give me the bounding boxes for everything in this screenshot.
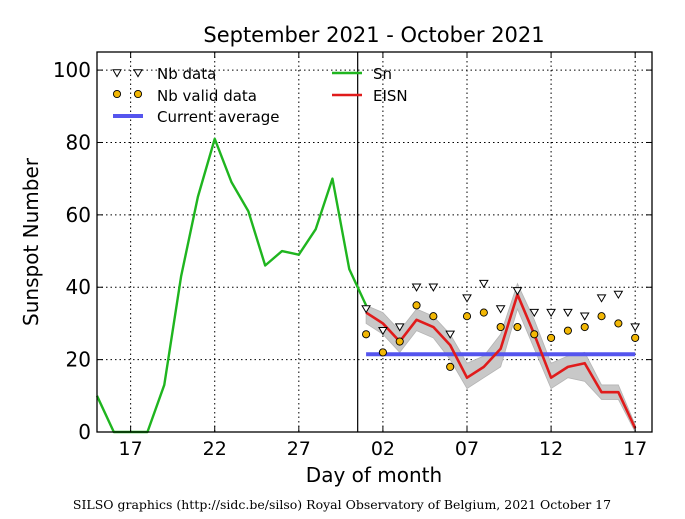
nb-valid-point (563, 326, 572, 335)
x-tick-label: 17 (119, 438, 143, 460)
nb-valid-point (412, 301, 421, 310)
x-tick-label: 22 (203, 438, 227, 460)
legend-nb-valid-marker (133, 89, 143, 99)
y-tick-label: 0 (78, 420, 91, 444)
legend-eisn-label: EISN (373, 87, 408, 105)
nb-data-point (378, 326, 388, 336)
legend: Nb data Nb valid data Current average Sn EIS… (112, 65, 408, 126)
nb-valid-point (614, 319, 623, 328)
nb-valid-point (395, 337, 404, 346)
nb-data-point (361, 305, 371, 314)
legend-nb-data-label: Nb data (157, 65, 216, 83)
x-tick-label: 07 (455, 438, 479, 460)
nb-data-point (630, 323, 641, 332)
nb-valid-point (362, 330, 371, 339)
x-axis-label: Day of month (306, 463, 442, 487)
y-tick-label: 100 (53, 58, 91, 82)
series-markers (361, 279, 641, 371)
x-tick-label: 02 (371, 438, 395, 460)
nb-valid-point (580, 322, 589, 332)
y-tick-label: 80 (66, 130, 91, 154)
y-axis-label: Sunspot Number (19, 157, 43, 326)
legend-nb-valid-label: Nb valid data (157, 87, 257, 105)
y-tick-label: 40 (66, 275, 91, 299)
y-tick-label: 20 (66, 348, 91, 372)
legend-sn-label: Sn (373, 65, 392, 83)
axes: 0 20 40 60 80 100 17 22 27 02 07 12 17 (53, 52, 652, 460)
nb-data-point (428, 283, 439, 292)
nb-data-point (546, 308, 556, 318)
nb-valid-point (429, 312, 438, 321)
nb-valid-point (479, 308, 488, 317)
nb-valid-point (462, 312, 472, 321)
nb-data-point (478, 279, 489, 289)
grid (97, 52, 652, 432)
nb-valid-point (378, 348, 387, 357)
nb-valid-point (631, 333, 640, 342)
nb-data-point (411, 283, 422, 292)
nb-data-point (596, 294, 607, 303)
x-tick-label: 27 (287, 438, 311, 460)
nb-data-point (462, 294, 472, 303)
nb-data-point (512, 287, 523, 296)
nb-data-point (394, 323, 405, 332)
nb-valid-point (513, 322, 522, 332)
nb-data-point (579, 312, 590, 321)
nb-data-point (495, 305, 506, 314)
nb-data-point (613, 290, 624, 300)
legend-nb-data-marker (112, 69, 122, 78)
nb-data-point (529, 308, 540, 318)
credit-text: SILSO graphics (http://sidc.be/silso) Ro… (73, 497, 611, 512)
nb-valid-point (547, 333, 556, 342)
nb-data-point (563, 308, 573, 318)
y-tick-label: 60 (66, 203, 91, 227)
nb-valid-point (597, 312, 606, 321)
chart-title: September 2021 - October 2021 (203, 23, 544, 47)
legend-nb-valid-marker (112, 89, 122, 99)
nb-data-point (445, 330, 456, 339)
nb-valid-point (446, 362, 455, 371)
legend-nb-data-marker (133, 69, 143, 78)
legend-average-label: Current average (157, 108, 280, 126)
x-tick-label: 17 (623, 438, 647, 460)
plot-frame (96, 51, 653, 433)
nb-valid-point (496, 322, 505, 332)
nb-valid-point (530, 330, 539, 339)
eisn-line (365, 293, 637, 429)
x-tick-label: 12 (539, 438, 563, 460)
